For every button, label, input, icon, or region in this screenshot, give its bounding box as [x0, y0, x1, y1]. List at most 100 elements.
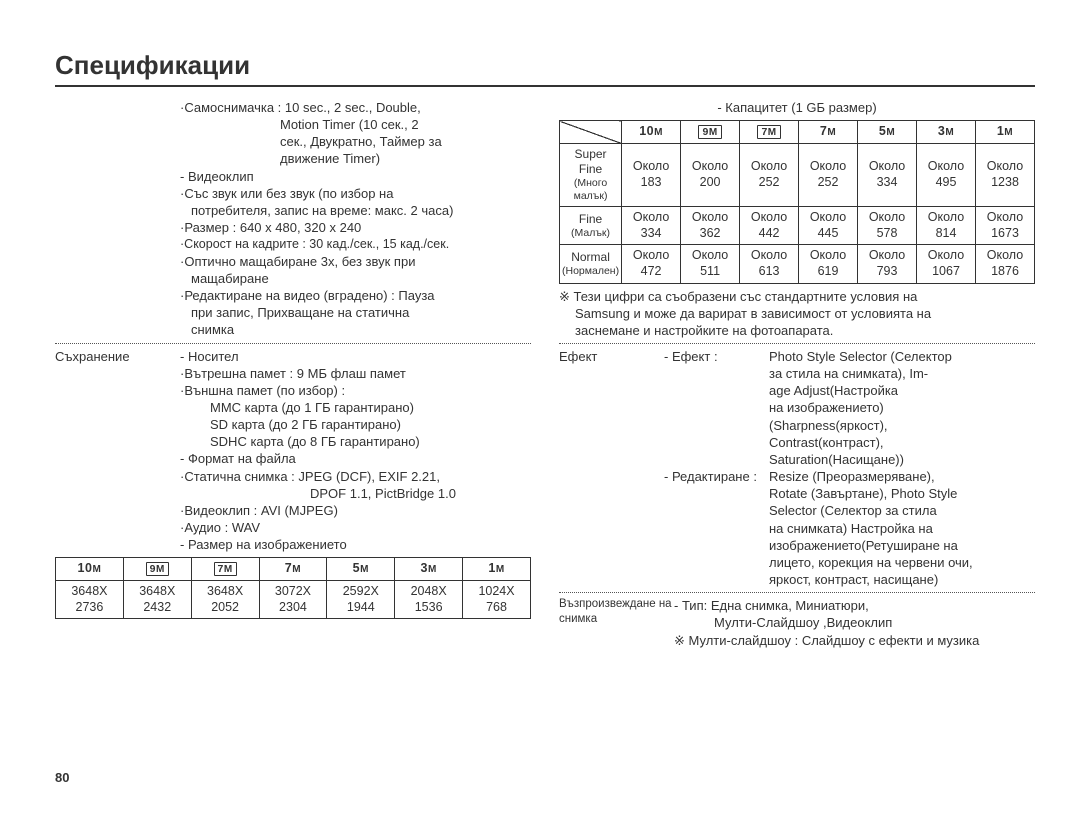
format-head: Формат на файла [180, 450, 531, 467]
playback-line1: - Тип: Една снимка, Миниатюри, [674, 597, 1035, 614]
spec-label-empty [55, 99, 180, 339]
res-header: 7M [259, 558, 327, 581]
video-line4: ·Скорост на кадрите : 30 кад./сек., 15 к… [180, 236, 531, 253]
capacity-col-header: 7M [799, 121, 858, 144]
selftimer-line1: ·Самоснимачка : 10 sec., 2 sec., Double, [180, 99, 531, 116]
right-column: Капацитет (1 GБ размер) 10M9M7M7M5M3M1M … [559, 99, 1035, 649]
capacity-cell: Около183 [622, 143, 681, 206]
capacity-cell: Около252 [799, 143, 858, 206]
effect-label: Ефект [559, 348, 664, 588]
video-head: Видеоклип [180, 168, 531, 185]
effect-line1: Photo Style Selector (Селектор [769, 348, 1035, 365]
media-line3: MMC карта (до 1 ГБ гарантирано) [180, 399, 531, 416]
storage-label: Съхранение [55, 348, 180, 554]
capacity-cell: Около619 [799, 245, 858, 283]
format-line2: DPOF 1.1, PictBridge 1.0 [180, 485, 531, 502]
media-line5: SDHC карта (до 8 ГБ гарантирано) [180, 433, 531, 450]
capacity-cell: Около445 [799, 207, 858, 245]
effect-line3: age Adjust(Настройка [769, 382, 1035, 399]
capacity-cell: Около1238 [976, 143, 1035, 206]
selftimer-line4: движение Timer) [180, 150, 531, 167]
effect-line4: на изображението) [769, 399, 1035, 416]
res-header: 9M [123, 558, 191, 581]
capacity-cell: Около511 [681, 245, 740, 283]
capacity-cell: Около334 [858, 143, 917, 206]
page-number: 80 [55, 770, 69, 785]
capacity-cell: Около814 [917, 207, 976, 245]
note-line1: ※ Тези цифри са съобразени със стандартн… [559, 288, 1035, 305]
format-line3: ·Видеоклип : AVI (MJPEG) [180, 502, 531, 519]
video-line5: ·Оптично мащабиране 3x, без звук при [180, 253, 531, 270]
format-line4: ·Аудио : WAV [180, 519, 531, 536]
capacity-row-header: Super Fine(Много малък) [560, 143, 622, 206]
res-header: 5M [327, 558, 395, 581]
divider [559, 343, 1035, 344]
divider [559, 592, 1035, 593]
capacity-corner [560, 121, 622, 144]
capacity-cell: Около578 [858, 207, 917, 245]
video-line8: при запис, Прихващане на статична [180, 304, 531, 321]
note-line2: Samsung и може да варират в зависимост о… [559, 305, 1035, 322]
video-line1: ·Със звук или без звук (по избор на [180, 185, 531, 202]
capacity-cell: Около1876 [976, 245, 1035, 283]
capacity-row-header: Normal(Нормален) [560, 245, 622, 283]
effect-line5: (Sharpness(яркост), [769, 417, 1035, 434]
capacity-cell: Около334 [622, 207, 681, 245]
divider [55, 343, 531, 344]
capacity-cell: Около1067 [917, 245, 976, 283]
capacity-cell: Около495 [917, 143, 976, 206]
res-header: 10M [56, 558, 124, 581]
capacity-row-header: Fine(Малък) [560, 207, 622, 245]
capacity-col-header: 1M [976, 121, 1035, 144]
playback-label: Възпроизвеждане на снимка [559, 597, 674, 648]
capacity-col-header: 3M [917, 121, 976, 144]
video-line6: мащабиране [180, 270, 531, 287]
media-line4: SD карта (до 2 ГБ гарантирано) [180, 416, 531, 433]
capacity-cell: Около442 [740, 207, 799, 245]
video-line9: снимка [180, 321, 531, 338]
playback-line3: ※ Мулти-слайдшоу : Слайдшоу с ефекти и м… [674, 632, 1035, 649]
edit-line1: Resize (Преоразмеряване), [769, 468, 1035, 485]
left-column: ·Самоснимачка : 10 sec., 2 sec., Double,… [55, 99, 531, 649]
res-cell: 3072X2304 [259, 581, 327, 619]
effect-sub-head: - Ефект [664, 349, 710, 364]
media-line2: ·Външна памет (по избор) : [180, 382, 531, 399]
selftimer-line3: сек., Двукратно, Таймер за [180, 133, 531, 150]
edit-sub-head: - Редактиране : [664, 468, 769, 588]
page-title: Спецификации [55, 50, 1035, 87]
selftimer-line2: Motion Timer (10 сек., 2 [180, 116, 531, 133]
res-cell: 3648X2736 [56, 581, 124, 619]
note-line3: заснемане и настройките на фотоапарата. [559, 322, 1035, 339]
capacity-col-header: 9M [681, 121, 740, 144]
edit-line6: лицето, корекция на червени очи, [769, 554, 1035, 571]
capacity-cell: Около362 [681, 207, 740, 245]
media-head: Носител [180, 348, 531, 365]
playback-line2: Мулти-Слайдшоу ,Видеоклип [674, 614, 1035, 631]
edit-line5: изображението(Ретуширане на [769, 537, 1035, 554]
res-cell: 1024X768 [463, 581, 531, 619]
video-line7: ·Редактиране на видео (вградено) : Пауза [180, 287, 531, 304]
video-line3: ·Размер : 640 x 480, 320 x 240 [180, 219, 531, 236]
capacity-col-header: 5M [858, 121, 917, 144]
res-header: 1M [463, 558, 531, 581]
size-head: Размер на изображението [180, 536, 531, 553]
media-line1: ·Вътрешна памет : 9 МБ флаш памет [180, 365, 531, 382]
effect-line7: Saturation(Насищане)) [769, 451, 1035, 468]
video-line2: потребителя, запис на време: макс. 2 час… [180, 202, 531, 219]
edit-line7: яркост, контраст, насищане) [769, 571, 1035, 588]
edit-line2: Rotate (Завъртане), Photo Style [769, 485, 1035, 502]
capacity-head: Капацитет (1 GБ размер) [717, 100, 876, 115]
capacity-cell: Около793 [858, 245, 917, 283]
edit-line3: Selector (Селектор за стила [769, 502, 1035, 519]
capacity-cell: Около613 [740, 245, 799, 283]
res-cell: 2048X1536 [395, 581, 463, 619]
format-line1: ·Статична снимка : JPEG (DCF), EXIF 2.21… [180, 468, 531, 485]
capacity-col-header: 7M [740, 121, 799, 144]
resolution-table: 10M9M7M7M5M3M1M 3648X27363648X24323648X2… [55, 557, 531, 619]
capacity-cell: Около472 [622, 245, 681, 283]
effect-line2: за стила на снимката), Im- [769, 365, 1035, 382]
res-cell: 3648X2052 [191, 581, 259, 619]
res-header: 7M [191, 558, 259, 581]
res-cell: 3648X2432 [123, 581, 191, 619]
res-header: 3M [395, 558, 463, 581]
